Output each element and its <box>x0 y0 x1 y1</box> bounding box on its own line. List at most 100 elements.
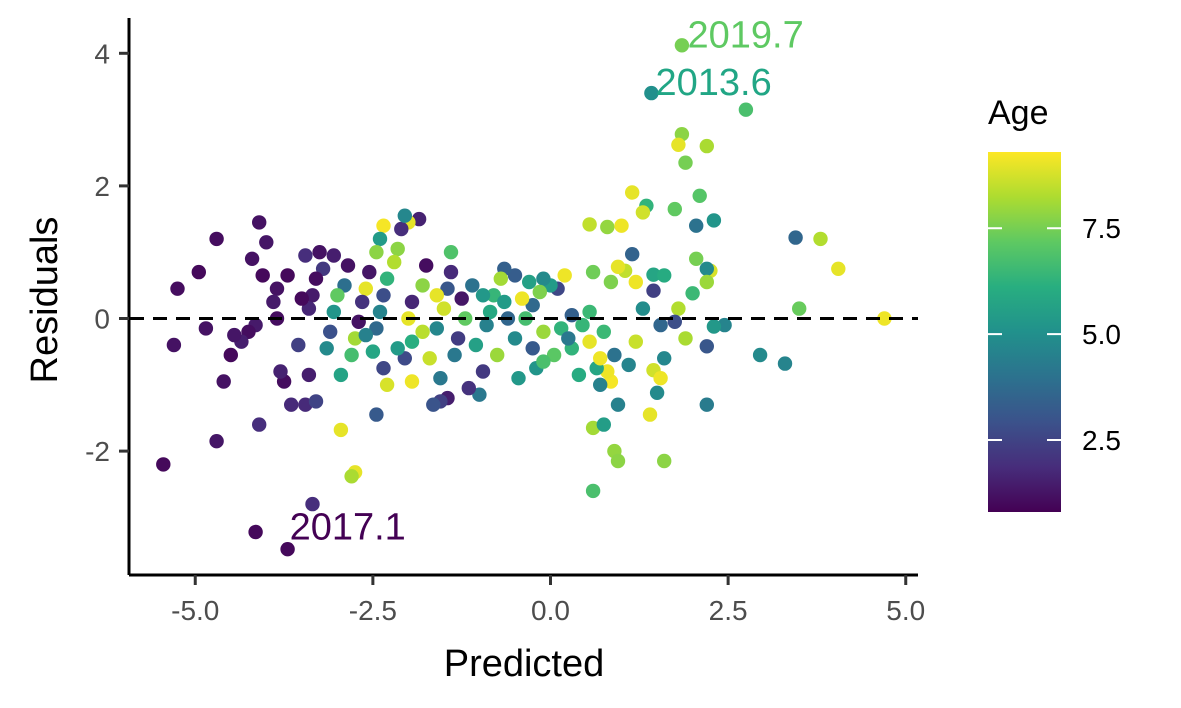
scatter-point <box>362 264 377 280</box>
scatter-point <box>387 254 402 270</box>
scatter-point <box>415 324 430 339</box>
scatter-point <box>369 321 384 336</box>
scatter-point <box>678 331 693 346</box>
scatter-point <box>241 324 256 339</box>
scatter-point <box>365 344 381 359</box>
scatter-point <box>244 251 260 266</box>
scatter-point <box>777 356 793 371</box>
scatter-point <box>525 298 540 313</box>
y-tick-label: 4 <box>94 38 110 69</box>
scatter-point <box>582 304 597 320</box>
scatter-point <box>404 294 420 310</box>
x-axis-ticks: -5.0 -2.5 0.0 2.5 5.0 <box>171 575 925 626</box>
scatter-point <box>301 301 317 316</box>
scatter-point <box>216 374 231 389</box>
scatter-point <box>603 274 619 290</box>
scatter-point <box>614 218 629 233</box>
legend-tick-label: 2.5 <box>1082 425 1121 456</box>
scatter-point <box>625 247 640 262</box>
scatter-point <box>454 291 469 306</box>
scatter-point <box>596 324 611 339</box>
scatter-point <box>689 251 704 266</box>
legend-title: Age <box>988 94 1049 132</box>
x-tick-label: -2.5 <box>349 595 397 626</box>
scatter-point <box>507 331 523 346</box>
scatter-point <box>390 341 405 356</box>
scatter-point <box>461 380 476 396</box>
scatter-point <box>355 294 370 310</box>
scatter-point <box>344 347 359 363</box>
scatter-point <box>369 245 384 260</box>
scatter-point <box>252 417 267 432</box>
scatter-point <box>223 347 238 363</box>
scatter-point <box>209 231 224 247</box>
scatter-point <box>369 407 384 422</box>
scatter-point <box>644 85 659 101</box>
scatter-point <box>486 288 501 303</box>
scatter-point <box>593 377 608 392</box>
scatter-point <box>689 218 704 233</box>
scatter-point <box>426 397 441 412</box>
legend-colorbar <box>988 152 1061 512</box>
scatter-point <box>298 248 313 263</box>
scatter-point <box>788 230 803 245</box>
scatter-point <box>415 278 430 293</box>
scatter-point <box>575 317 590 333</box>
scatter-point <box>642 407 658 422</box>
scatter-point <box>482 304 498 320</box>
scatter-point <box>475 364 491 379</box>
scatter-point <box>372 231 388 247</box>
scatter-point <box>156 457 171 472</box>
scatter-point <box>582 334 597 349</box>
scatter-point <box>337 278 352 293</box>
scatter-point <box>308 271 324 286</box>
scatter-point <box>170 281 185 296</box>
point-annotation-label: 2019.7 <box>688 14 804 56</box>
scatter-point <box>628 274 643 290</box>
scatter-point <box>269 281 285 296</box>
scatter-point <box>376 288 391 303</box>
scatter-point <box>209 434 224 449</box>
scatter-point <box>571 367 587 383</box>
scatter-point <box>326 304 341 320</box>
scatter-point <box>685 286 700 301</box>
scatter-point <box>315 261 331 276</box>
scatter-point <box>394 221 409 237</box>
scatter-point <box>330 288 345 303</box>
scatter-point <box>294 291 309 306</box>
scatter-point <box>667 201 682 217</box>
scatter-point <box>646 283 661 298</box>
scatter-point <box>564 308 579 323</box>
y-tick-label: 2 <box>94 171 110 202</box>
scatter-point <box>635 301 651 316</box>
scatter-point <box>877 311 892 326</box>
scatter-point <box>625 185 640 200</box>
scatter-point <box>259 235 274 250</box>
point-annotations: 2019.7 2013.6 2017.1 <box>290 14 804 548</box>
scatter-point <box>657 351 672 366</box>
scatter-point <box>419 258 434 273</box>
y-axis-title: Residuals <box>24 217 66 384</box>
scatter-point <box>699 274 714 290</box>
scatter-point <box>301 367 317 383</box>
scatter-point <box>443 264 459 280</box>
scatter-point <box>376 361 391 376</box>
x-tick-label: -5.0 <box>171 595 219 626</box>
scatter-point <box>536 271 551 286</box>
scatter-point <box>522 274 537 290</box>
scatter-point <box>291 337 306 353</box>
scatter-point <box>536 324 551 339</box>
scatter-point <box>585 264 601 280</box>
legend-tick-label: 7.5 <box>1082 213 1121 244</box>
scatter-point <box>397 208 412 223</box>
scatter-point <box>582 217 597 232</box>
scatter-point <box>333 367 349 383</box>
scatter-point <box>699 138 714 154</box>
scatter-point <box>443 245 459 260</box>
scatter-point <box>699 261 714 276</box>
scatter-point <box>557 268 572 283</box>
scatter-point <box>429 321 444 336</box>
scatter-point <box>344 469 359 484</box>
scatter-point <box>596 417 611 432</box>
